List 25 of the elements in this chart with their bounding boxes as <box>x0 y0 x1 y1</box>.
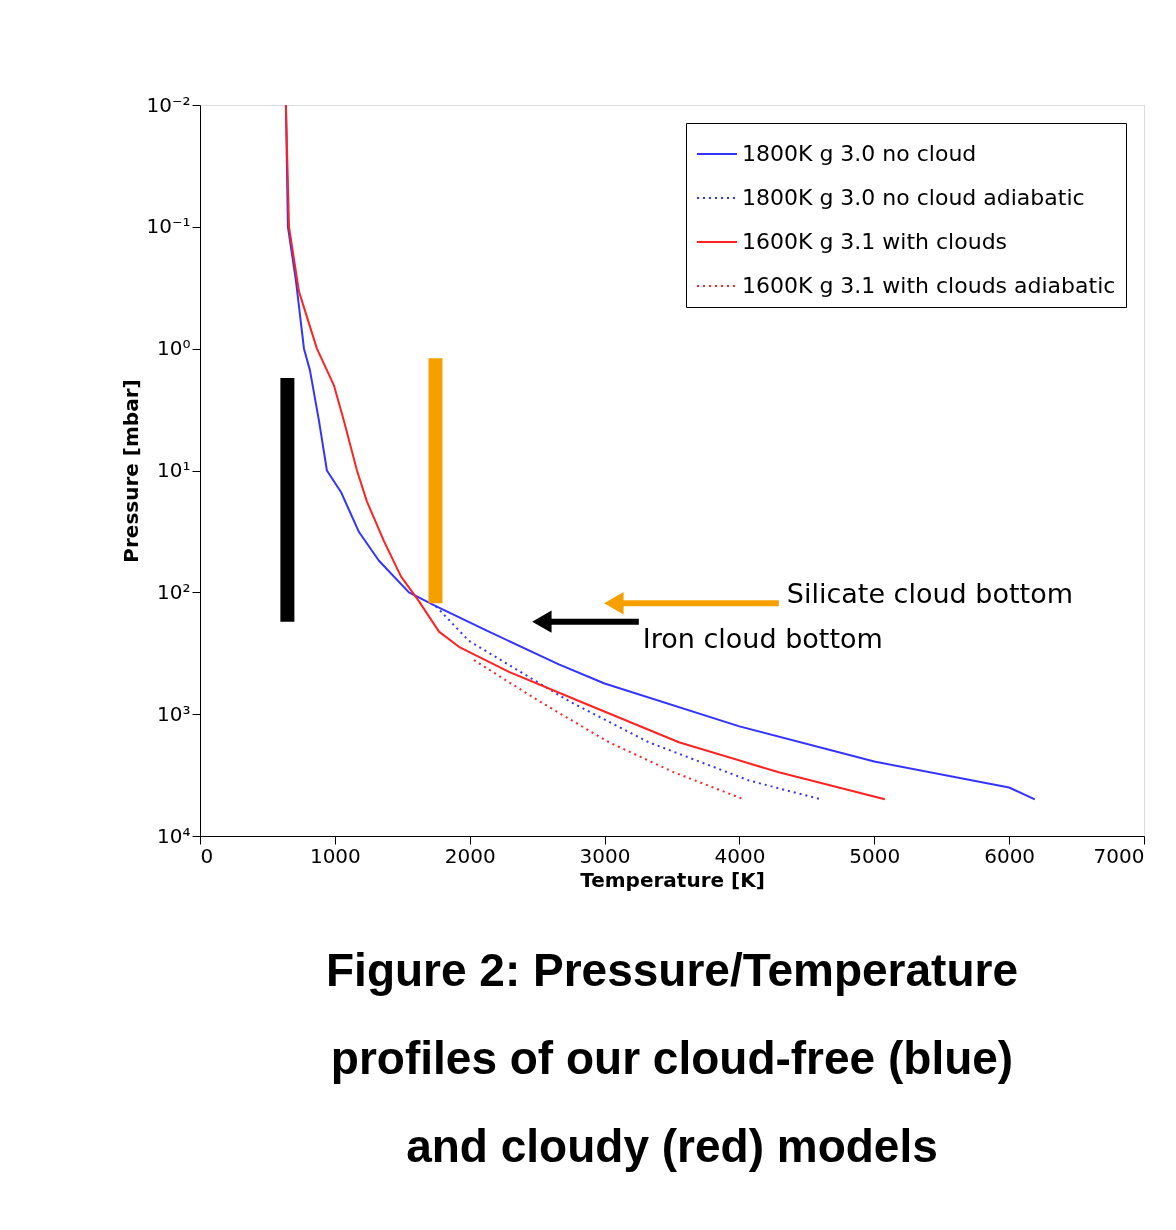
text: Figure 2: Pressure/Temperature profiles of our cloud-free (blue) and cloudy (red) models <box>326 944 1018 1172</box>
annotation: Silicate cloud bottom <box>786 578 1073 610</box>
x-tick-label: 0 <box>200 843 214 868</box>
x-tick-label: 1000 <box>309 843 361 868</box>
y-tick-label: 10⁻¹ <box>146 214 191 239</box>
x-tick-label: 5000 <box>849 843 901 868</box>
y-tick-label: 10⁰ <box>157 336 191 361</box>
legend-label: 1600K g 3.1 with clouds <box>742 229 1008 254</box>
y-tick-label: 10⁴ <box>157 823 191 848</box>
x-tick-label: 3000 <box>579 843 631 868</box>
y-axis-title: Pressure [mbar] <box>119 379 144 563</box>
legend-label: 1600K g 3.1 with clouds adiabatic <box>742 273 1116 298</box>
annotation: Iron cloud bottom <box>642 622 883 654</box>
x-tick-label: 7000 <box>1093 843 1145 868</box>
y-tick-label: 10² <box>157 579 191 604</box>
x-axis-title: Temperature [K] <box>580 867 765 892</box>
line-series <box>472 659 745 801</box>
y-tick-label: 10¹ <box>157 458 191 482</box>
y-tick-label: 10³ <box>157 701 191 726</box>
x-tick-label: 4000 <box>714 843 766 868</box>
x-tick-label: 2000 <box>444 843 496 868</box>
y-tick-label: 10⁻² <box>146 92 191 117</box>
legend-label: 1800K g 3.0 no cloud <box>742 141 977 166</box>
legend-label: 1800K g 3.0 no cloud adiabatic <box>742 185 1085 210</box>
x-tick-label: 6000 <box>984 843 1036 868</box>
